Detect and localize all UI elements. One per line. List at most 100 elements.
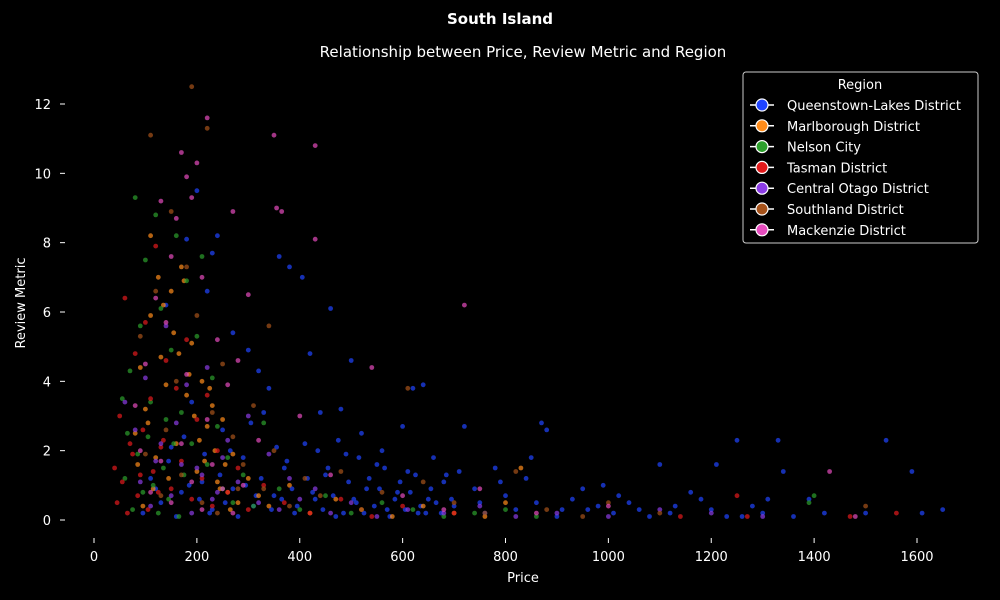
data-point [204, 365, 210, 370]
data-point [158, 354, 164, 360]
data-point [333, 496, 339, 502]
data-point [371, 503, 377, 509]
data-point [397, 479, 403, 485]
data-point [348, 510, 354, 516]
data-point [171, 441, 177, 447]
data-point [209, 403, 215, 408]
data-point [441, 510, 447, 516]
data-point [245, 292, 251, 298]
data-point [343, 451, 349, 457]
data-point [148, 399, 154, 405]
data-point [184, 278, 190, 284]
data-point [462, 302, 467, 308]
data-point [276, 507, 282, 512]
data-point [207, 385, 213, 391]
data-point [271, 448, 277, 454]
data-point [297, 496, 303, 502]
data-point [395, 489, 400, 495]
data-point [158, 458, 164, 464]
data-point [364, 486, 369, 492]
legend-marker [755, 98, 769, 112]
data-point [176, 514, 182, 519]
data-point [240, 482, 246, 488]
data-point [806, 496, 812, 502]
data-point [734, 437, 740, 443]
data-point [137, 333, 143, 339]
data-point [328, 510, 333, 516]
data-point [287, 476, 292, 481]
data-point [379, 489, 385, 495]
data-point [245, 476, 251, 481]
data-point [410, 507, 416, 512]
data-point [827, 469, 832, 474]
data-point [202, 451, 208, 457]
data-point [251, 403, 256, 408]
data-point [281, 465, 287, 471]
data-point [528, 455, 534, 460]
data-point [158, 441, 164, 447]
data-point [366, 476, 372, 481]
data-point [287, 264, 292, 270]
data-point [230, 330, 236, 336]
data-point [302, 476, 308, 481]
data-point [261, 420, 267, 426]
data-point [297, 507, 303, 512]
data-point [405, 469, 411, 474]
data-point [168, 209, 174, 214]
data-point [194, 313, 200, 318]
data-point [750, 503, 755, 509]
data-point [227, 448, 233, 454]
data-point [287, 503, 292, 509]
data-point [606, 500, 611, 506]
data-point [145, 434, 151, 440]
data-point [199, 479, 205, 485]
data-point [431, 455, 436, 460]
data-point [271, 132, 277, 138]
legend-label: Queenstown-Lakes District [787, 99, 961, 114]
data-point [150, 482, 156, 488]
data-point [451, 503, 457, 509]
data-point [173, 378, 179, 384]
data-point [513, 469, 519, 474]
data-point [261, 410, 267, 415]
x-tick-label: 1400 [798, 550, 831, 565]
data-point [199, 378, 205, 384]
data-point [209, 503, 215, 509]
data-point [145, 420, 151, 426]
data-point [570, 496, 575, 502]
data-point [266, 503, 272, 509]
data-point [894, 510, 899, 516]
data-point [184, 236, 190, 242]
data-point [523, 476, 529, 481]
data-point [392, 496, 398, 502]
data-point [760, 510, 766, 516]
chart-title: Relationship between Price, Review Metri… [320, 43, 727, 61]
data-point [379, 500, 385, 506]
data-point [148, 503, 154, 509]
data-point [449, 496, 454, 502]
data-point [194, 469, 200, 474]
data-point [179, 441, 184, 447]
data-point [328, 306, 333, 311]
data-point [194, 333, 200, 339]
data-point [220, 417, 226, 422]
data-point [734, 493, 740, 499]
data-point [292, 510, 297, 516]
data-point [672, 503, 678, 509]
data-point [266, 385, 272, 391]
data-point [534, 500, 539, 506]
data-point [477, 503, 483, 509]
legend-label: Central Otago District [787, 182, 929, 197]
data-point [204, 462, 210, 467]
data-point [863, 510, 868, 516]
data-point [580, 514, 586, 519]
data-point [377, 486, 382, 492]
data-point [441, 514, 447, 519]
data-point [323, 472, 328, 478]
data-point [163, 417, 169, 422]
data-point [369, 365, 375, 370]
data-point [279, 496, 285, 502]
data-point [215, 233, 220, 239]
data-point [127, 368, 133, 374]
data-point [209, 410, 215, 415]
